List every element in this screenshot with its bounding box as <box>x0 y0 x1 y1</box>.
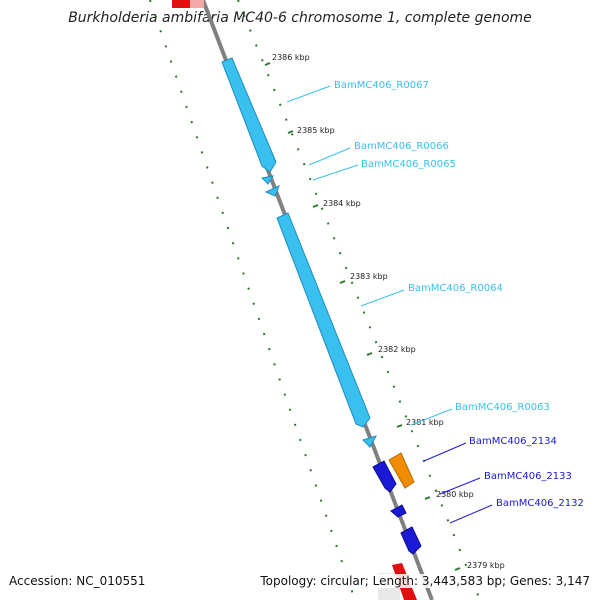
gene-label[interactable]: BamMC406_R0067 <box>334 80 429 91</box>
gene-bamm406-2134[interactable] <box>388 452 415 489</box>
gene-bamm406-r0065[interactable] <box>264 185 280 197</box>
scale-tick <box>312 204 319 208</box>
gene-label[interactable]: BamMC406_R0064 <box>408 283 503 294</box>
label-leader <box>410 408 453 426</box>
gene-bamm406-2133-b[interactable] <box>390 504 407 518</box>
label-leader <box>308 147 351 166</box>
scale-label: 2381 kbp <box>406 418 444 427</box>
label-leader <box>439 477 481 495</box>
gene-bamm406-r0063[interactable] <box>362 435 378 448</box>
gene-bamm406-r0064[interactable] <box>276 212 371 428</box>
scale-label: 2379 kbp <box>467 561 505 570</box>
gene-label[interactable]: BamMC406_2133 <box>484 471 572 482</box>
gene-label[interactable]: BamMC406_R0066 <box>354 141 449 152</box>
scale-label: 2380 kbp <box>436 490 474 499</box>
scale-label: 2384 kbp <box>323 199 361 208</box>
scale-tick <box>366 352 373 356</box>
gene-label[interactable]: BamMC406_2132 <box>496 498 584 509</box>
gene-bamm406-r0066[interactable] <box>260 175 275 185</box>
gene-bamm406-2133-a[interactable] <box>372 460 397 493</box>
gene-features <box>221 57 422 555</box>
inner-track-guide <box>149 0 356 600</box>
top-marker-shadow <box>190 0 204 8</box>
scale-tick <box>396 424 403 428</box>
gene-bamm406-2132[interactable] <box>400 526 422 555</box>
gene-bamm406-r0067[interactable] <box>221 57 277 173</box>
label-leader <box>312 164 359 181</box>
gene-label[interactable]: BamMC406_R0065 <box>361 159 456 170</box>
scale-tick <box>264 62 271 66</box>
map-title: Burkholderia ambifaria MC40-6 chromosome… <box>68 10 532 26</box>
genome-summary-text: Topology: circular; Length: 3,443,583 bp… <box>258 574 592 588</box>
scale-tick <box>424 496 431 500</box>
scale-label: 2385 kbp <box>297 126 335 135</box>
label-leaders <box>286 85 493 524</box>
label-leader <box>286 85 331 103</box>
label-leader <box>360 289 405 307</box>
scale-label: 2382 kbp <box>378 345 416 354</box>
scale-label: 2383 kbp <box>350 272 388 281</box>
gene-label[interactable]: BamMC406_2134 <box>469 436 557 447</box>
scale-tick <box>454 567 461 571</box>
scale-label: 2386 kbp <box>272 53 310 62</box>
scale-tick <box>287 130 294 134</box>
scale-ticks <box>264 62 461 571</box>
accession-text: Accession: NC_010551 <box>7 574 148 588</box>
scale-tick <box>339 280 346 284</box>
label-leader <box>449 504 493 524</box>
top-marker-feature[interactable] <box>172 0 194 8</box>
gene-label[interactable]: BamMC406_R0063 <box>455 402 550 413</box>
label-leader <box>423 442 467 462</box>
